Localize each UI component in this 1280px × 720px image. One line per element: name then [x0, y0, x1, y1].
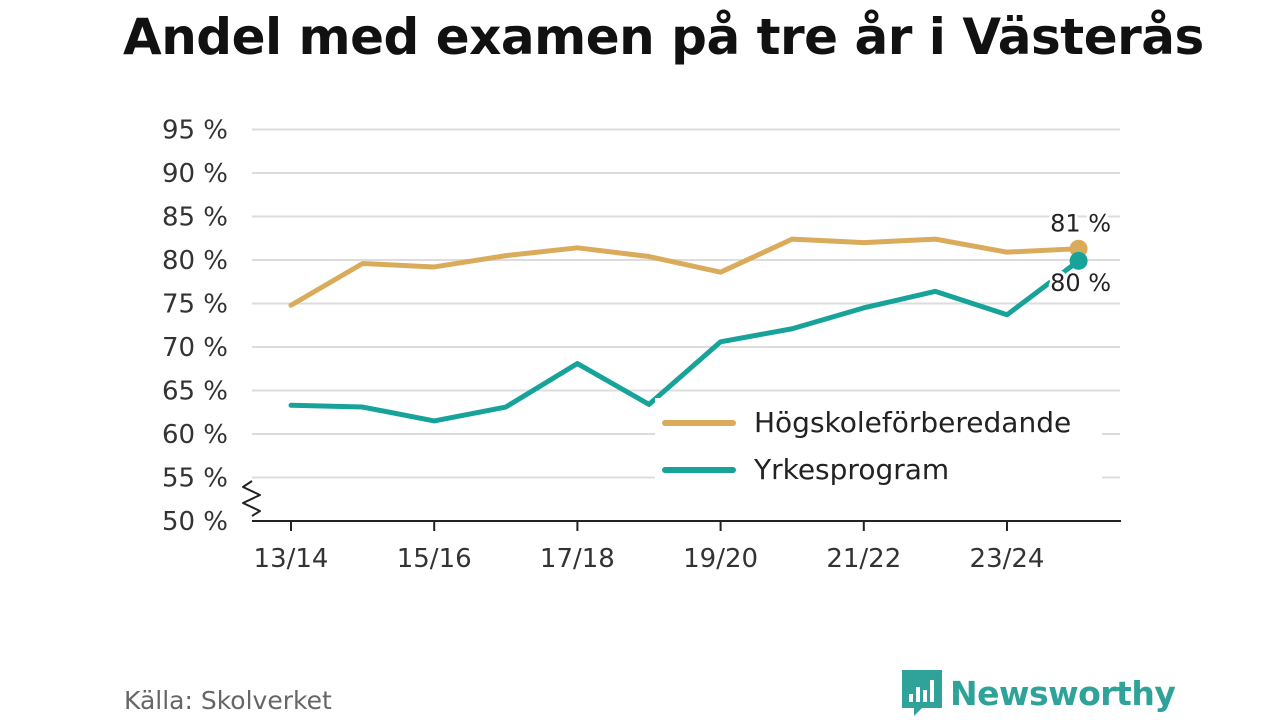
y-tick-labels: 50 % 55 % 60 % 65 % 70 % 75 % 80 % 85 % 90 % 95 %	[162, 116, 228, 538]
x-tick-label: 13/14	[254, 544, 329, 574]
y-tick-label: 90 %	[162, 159, 228, 189]
chart-title: Andel med examen på tre år i Västerås	[123, 8, 1204, 66]
bar-chart-speech-bubble-icon	[902, 670, 942, 716]
x-axis	[242, 480, 1121, 522]
series-end-label: 81 %	[1050, 210, 1111, 238]
y-tick-label: 55 %	[162, 464, 228, 494]
legend-label: Yrkesprogram	[753, 453, 949, 486]
x-tick-label: 19/20	[683, 544, 758, 574]
y-tick-label: 70 %	[162, 333, 228, 363]
source-text: Källa: Skolverket	[124, 686, 332, 715]
x-tick-label: 15/16	[397, 544, 472, 574]
x-tick-label: 21/22	[826, 544, 901, 574]
series-end-label: 80 %	[1050, 269, 1111, 297]
y-tick-label: 80 %	[162, 246, 228, 276]
x-tick-labels: 13/14 15/16 17/18 19/20 21/22 23/24	[254, 521, 1045, 574]
brand-name: Newsworthy	[950, 673, 1176, 713]
y-tick-label: 50 %	[162, 507, 228, 537]
y-tick-label: 75 %	[162, 290, 228, 320]
legend-box	[655, 398, 1102, 480]
y-tick-label: 65 %	[162, 377, 228, 407]
y-tick-label: 95 %	[162, 116, 228, 146]
x-tick-label: 17/18	[540, 544, 615, 574]
axis-break-icon	[242, 480, 261, 517]
y-tick-label: 60 %	[162, 420, 228, 450]
series-lines: 81 % 80 %	[288, 207, 1114, 424]
series-end-point-2	[1069, 251, 1088, 270]
legend: Högskoleförberedande Yrkesprogram	[655, 398, 1102, 486]
x-tick-label: 23/24	[970, 544, 1045, 574]
legend-label: Högskoleförberedande	[754, 406, 1071, 439]
brand-logo: Newsworthy	[902, 670, 1176, 716]
series-line-2	[288, 258, 1082, 424]
series-line-1	[288, 236, 1082, 308]
y-tick-label: 85 %	[162, 203, 228, 233]
